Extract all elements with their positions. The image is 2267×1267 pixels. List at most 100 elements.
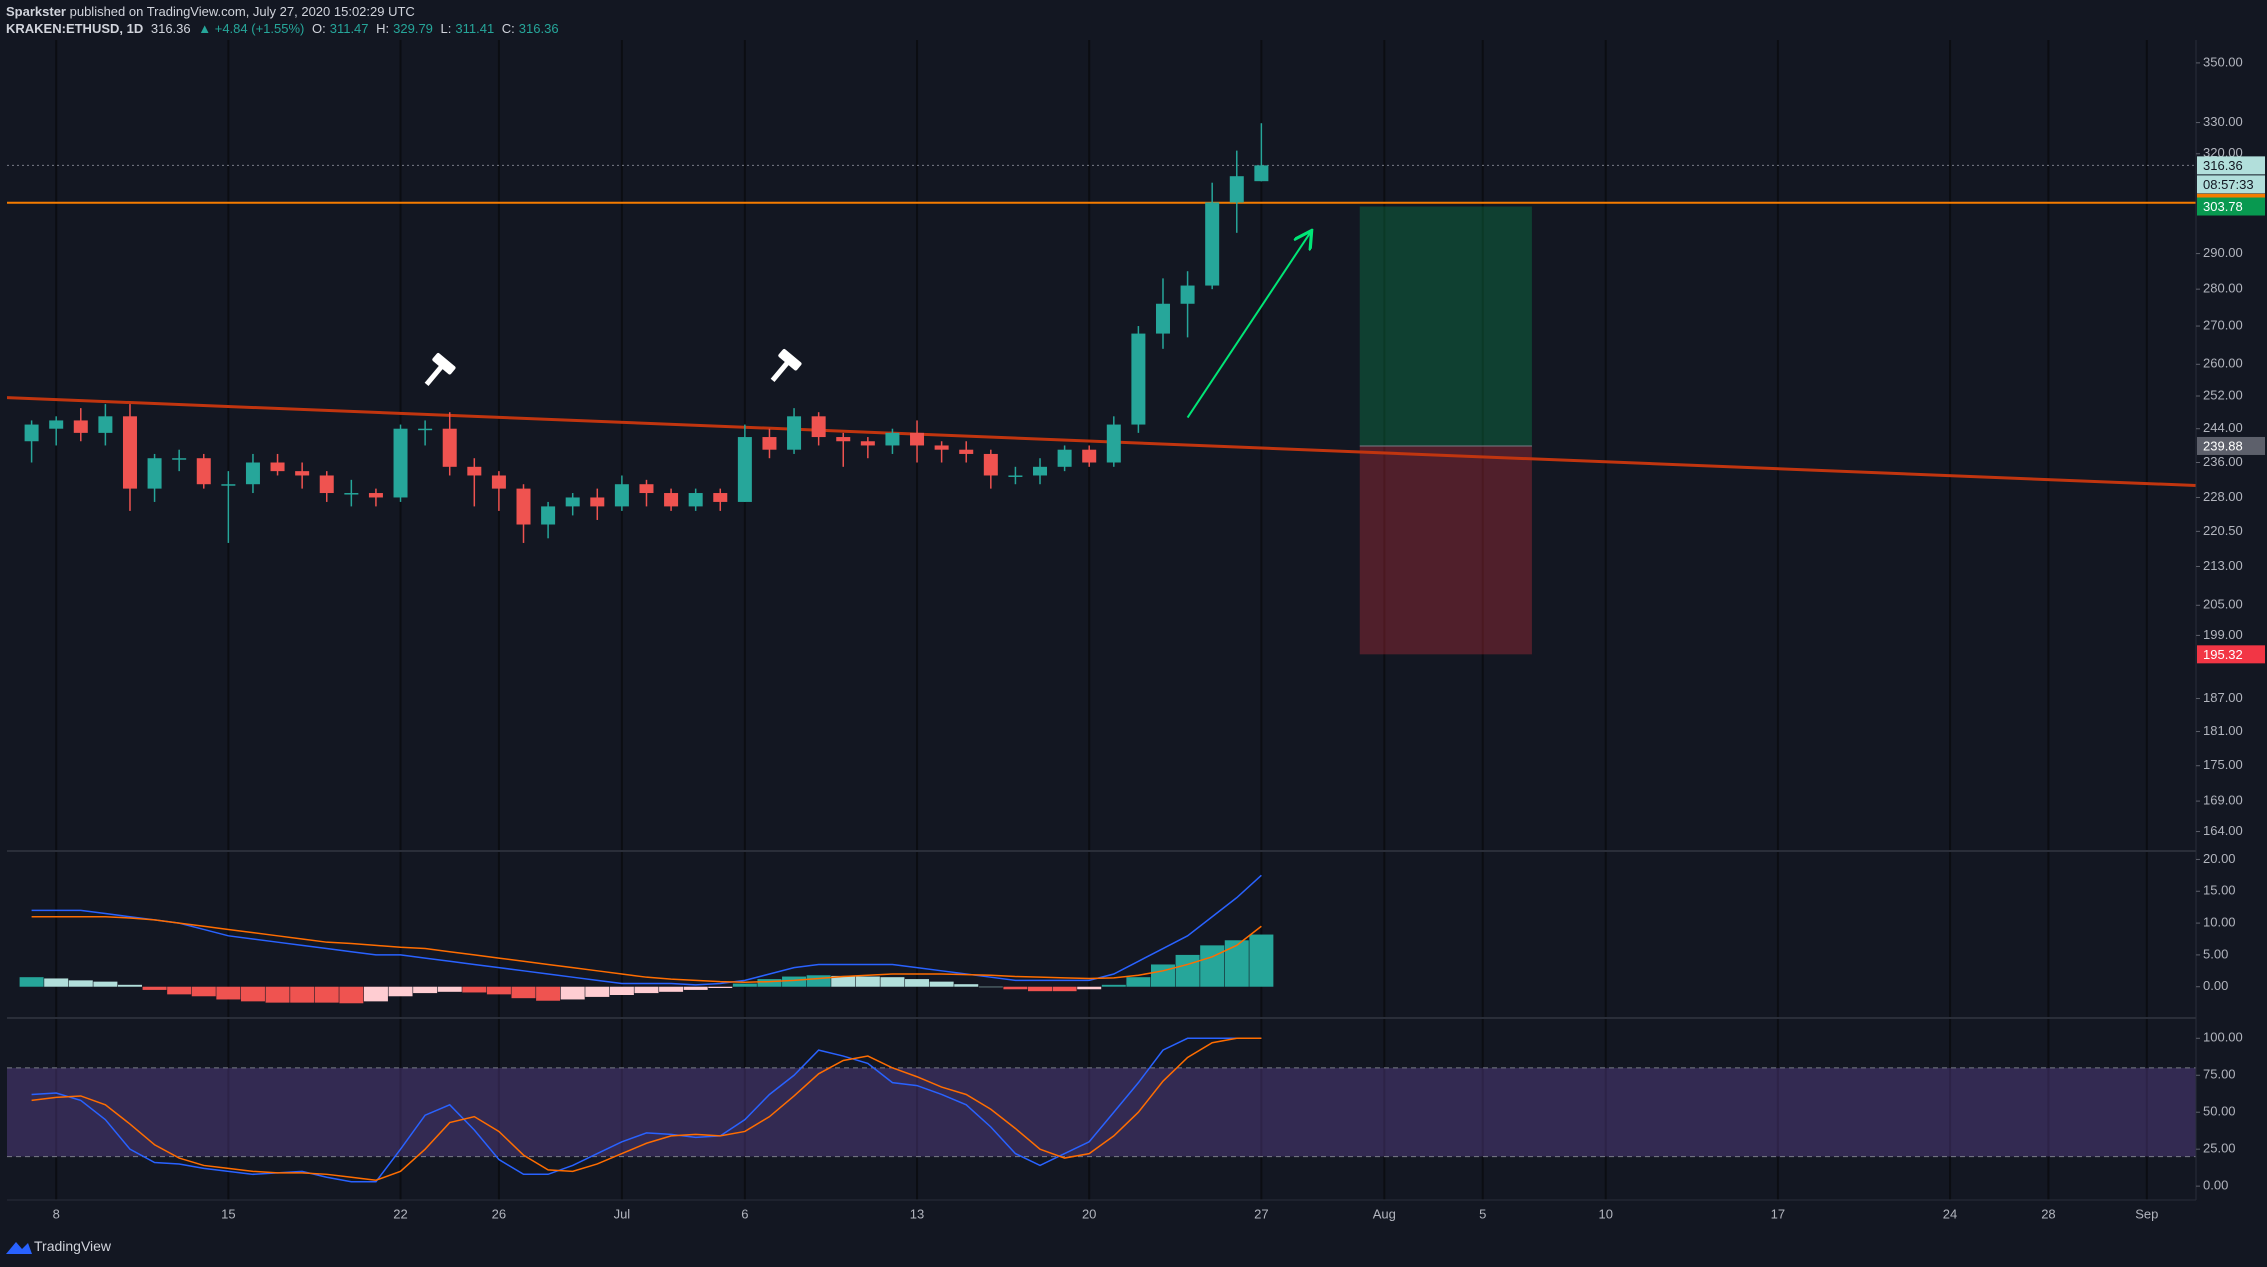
header-line-2: KRAKEN:ETHUSD, 1D 316.36 ▲ +4.84 (+1.55%… [6,21,563,36]
histogram-bar [462,986,487,993]
y-tick-label: 25.00 [2203,1141,2236,1156]
candle-body [1205,202,1220,286]
histogram-bar [1200,945,1225,987]
y-tick-label: 270.00 [2203,317,2243,332]
histogram-bar [290,986,315,1003]
candle-body [122,416,137,489]
y-tick-label: 228.00 [2203,489,2243,504]
y-tick-label: 199.00 [2203,627,2243,642]
candle-body [172,458,187,460]
histogram-bar [806,975,831,987]
candle-body [442,428,457,467]
x-tick-label: 5 [1479,1206,1486,1221]
y-tick-label: 181.00 [2203,723,2243,738]
histogram-bar [240,986,265,1002]
y-tick-label: 175.00 [2203,757,2243,772]
histogram-bar [954,984,979,987]
candle-body [147,458,162,489]
histogram-bar [314,986,339,1003]
plot-area [7,123,2196,1183]
x-tick-label: 28 [2041,1206,2055,1221]
histogram-bar [44,978,69,987]
grid [55,40,2148,1200]
y-tick-label: 50.00 [2203,1104,2236,1119]
y-tick-label: 100.00 [2203,1030,2243,1045]
x-tick-label: Sep [2135,1206,2158,1221]
histogram-bar [1224,940,1249,987]
countdown: 08:57:33 [2203,177,2254,192]
ohlc-label: O: [311,21,326,36]
ohlc-value: 311.41 [455,21,495,36]
histogram-bar [437,986,462,992]
histogram-bar [216,986,241,1000]
candle-body [73,420,88,433]
y-tick-label: 75.00 [2203,1067,2236,1082]
y-tick-label: 15.00 [2203,883,2236,898]
histogram-bar [413,986,438,994]
candle-body [688,493,703,507]
axis-bg [2196,40,2267,1200]
x-tick-label: 6 [741,1206,748,1221]
candle-body [24,424,39,442]
candle-body [639,484,654,494]
candle-body [418,428,433,431]
candle-body [934,445,949,450]
histogram-bar [732,983,757,987]
stoch-band [7,1067,2196,1157]
arrow [1186,232,1311,419]
change: ▲ +4.84 (+1.55%) [198,21,305,36]
x-tick-label: 27 [1254,1206,1268,1221]
candle-body [565,497,580,507]
histogram-bar [609,986,634,995]
x-tick-label: 13 [910,1206,924,1221]
x-tick-label: 10 [1598,1206,1612,1221]
candle-body [614,484,629,507]
histogram-bar [634,986,659,994]
y-tick-label: 205.00 [2203,597,2243,612]
histogram-bar [757,979,782,987]
histogram-bar [1028,986,1053,992]
histogram-bar [19,977,44,987]
histogram-bar [880,977,905,987]
y-tick-label: 220.50 [2203,523,2243,538]
y-tick-label: 350.00 [2203,54,2243,69]
y-tick-label: 213.00 [2203,558,2243,573]
candle-body [1033,466,1048,476]
y-tick-label: 164.00 [2203,823,2243,838]
candle-body [393,428,408,498]
header-line-1: Sparkster published on TradingView.com, … [6,4,419,19]
price-axis: 8 15 22 26 Jul 6 13 20 27 Aug 5 10 17 24 28 Sep 350.00 33… [7,40,2267,1221]
y-tick-label: 290.00 [2203,245,2243,260]
histogram-bar [782,976,807,987]
histogram-bar [1077,986,1102,990]
hammer-icon [424,352,456,386]
ohlc-value: 316.36 [518,21,559,36]
candle-body [541,506,556,525]
histogram-bar [511,986,536,999]
candle-body [295,471,310,476]
price-tag-label: 303.78 [2203,199,2243,214]
histogram-bar [1175,954,1200,987]
histogram-bar [339,986,364,1004]
y-tick-label: 252.00 [2203,387,2243,402]
histogram-bar [1249,934,1274,987]
candle-body [516,488,531,525]
histogram-bar [486,986,511,995]
candle-body [467,466,482,476]
y-tick-label: 20.00 [2203,851,2236,866]
ohlc-label: H: [376,21,390,36]
candle-body [98,416,113,433]
candle-body [1180,285,1195,304]
published: published on TradingView.com, July 27, 2… [69,4,415,19]
candle-body [1229,176,1244,203]
x-tick-label: Aug [1373,1206,1396,1221]
price-tag-label: 316.36 [2203,158,2243,173]
x-tick-label: Jul [614,1206,631,1221]
histogram-bar [1150,964,1175,987]
y-tick-label: 260.00 [2203,356,2243,371]
candle-body [836,437,851,442]
y-tick-label: 236.00 [2203,454,2243,469]
